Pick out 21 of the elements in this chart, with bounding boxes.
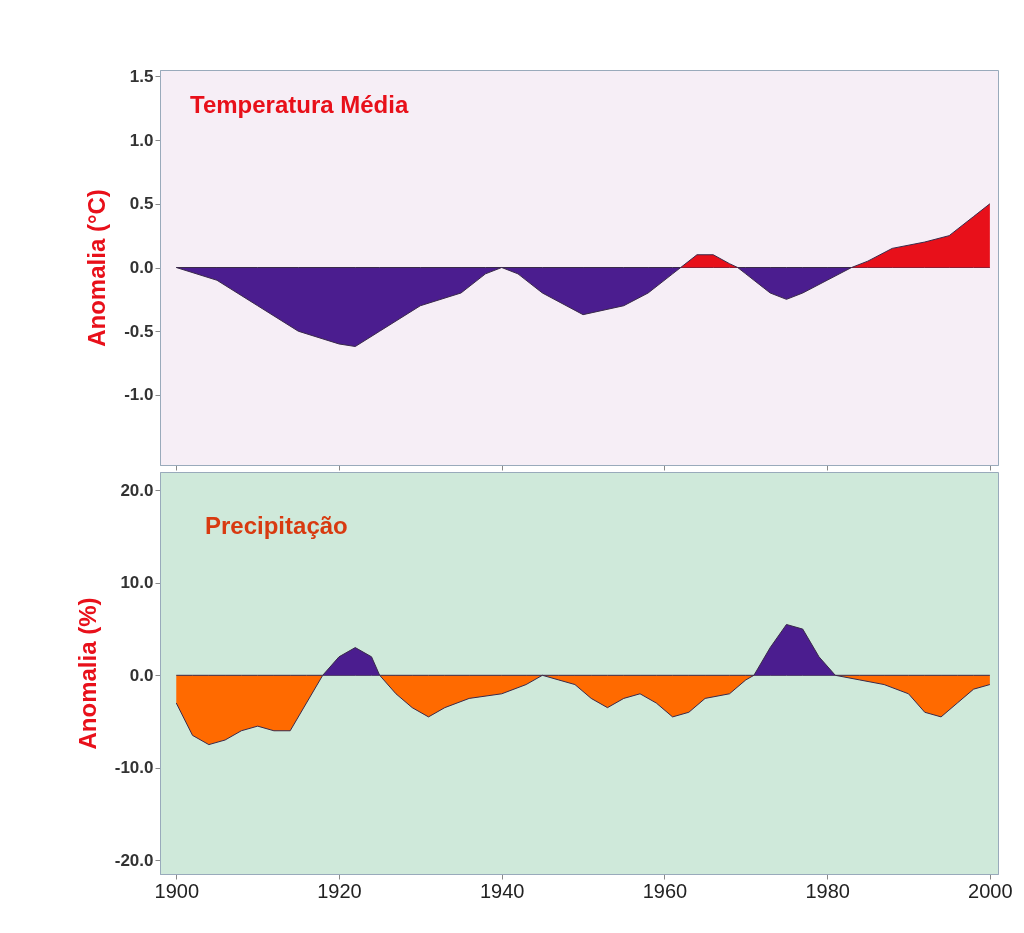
y-tick-label: 0.0	[129, 665, 154, 685]
x-tick-label: 1980	[805, 879, 850, 902]
y-tick-label: 10.0	[120, 573, 154, 593]
x-tick-label: 1940	[479, 879, 525, 902]
y-tick-label: -10.0	[114, 758, 154, 778]
y-tick-label: 1.5	[129, 66, 154, 86]
y-tick-label: -20.0	[114, 850, 154, 870]
y-tick-label: 0.5	[129, 194, 154, 214]
y-axis-title: Anomalia (°C)	[83, 189, 111, 347]
text: Temperatura Média	[190, 91, 409, 118]
x-tick-label: 1960	[642, 879, 688, 902]
y-tick-label: 1.0	[129, 130, 154, 150]
x-tick-label: 1900	[154, 879, 200, 902]
y-tick-label: 0.0	[129, 258, 154, 277]
x-tick-label: 1920	[317, 879, 362, 902]
x-tick-label: 2000	[968, 879, 1013, 902]
y-tick-label: 20.0	[120, 480, 154, 500]
y-tick-label: -0.5	[124, 321, 154, 341]
y-tick-label: -1.0	[124, 385, 154, 405]
y-axis-title: Anomalia (%)	[73, 597, 101, 750]
text: Precipitação	[205, 512, 348, 539]
